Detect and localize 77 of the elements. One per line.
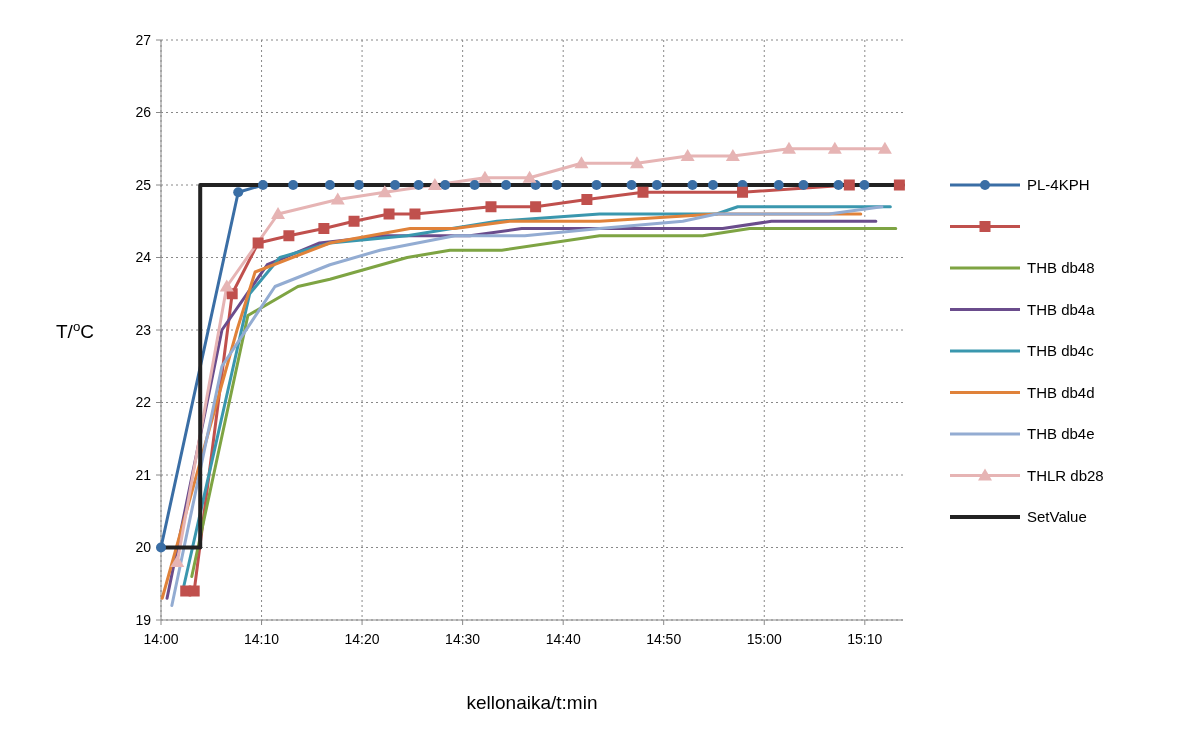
point	[469, 180, 480, 190]
point	[257, 180, 268, 190]
point	[283, 230, 295, 242]
point	[252, 237, 264, 249]
point	[170, 555, 185, 567]
legend-label: THB db4a	[1027, 300, 1096, 318]
point	[188, 585, 200, 597]
point	[687, 180, 698, 190]
point	[288, 180, 299, 190]
x-tick-label: 14:50	[646, 631, 682, 647]
y-tick-label: 25	[135, 176, 152, 193]
legend-label: PL-4KPH	[1027, 176, 1090, 194]
point	[707, 180, 718, 190]
point	[551, 180, 562, 190]
y-tick-label: 22	[135, 394, 152, 411]
point	[725, 149, 740, 161]
point	[409, 208, 421, 220]
point	[383, 208, 395, 220]
y-tick-label: 19	[135, 611, 152, 628]
x-tick-label: 14:30	[445, 631, 481, 647]
point	[680, 149, 695, 161]
point	[427, 178, 442, 190]
x-axis-title: kellonaika/t:min	[466, 692, 598, 713]
y-tick-label: 23	[135, 321, 152, 338]
x-tick-label: 14:10	[244, 631, 280, 647]
x-tick-label: 14:00	[143, 631, 179, 647]
point	[413, 180, 424, 190]
point	[591, 180, 602, 190]
y-tick-label: 26	[135, 104, 152, 121]
y-tick-label: 24	[135, 249, 152, 266]
y-tick-label: 20	[135, 539, 152, 556]
point	[324, 180, 335, 190]
legend-label: THB db48	[1027, 259, 1095, 277]
y-tick-label: 27	[135, 31, 152, 48]
point	[233, 187, 244, 198]
point	[843, 179, 855, 191]
point	[330, 192, 345, 205]
point	[893, 179, 905, 191]
point	[440, 180, 451, 190]
point	[574, 156, 589, 169]
legend-label: SetValue	[1027, 508, 1087, 526]
point	[637, 186, 649, 198]
x-tick-label: 15:10	[847, 631, 883, 647]
y-axis-title: T/$^{o}$C	[55, 318, 95, 342]
point	[156, 542, 166, 553]
y-tick-label: 21	[135, 466, 152, 483]
x-tick-label: 15:00	[746, 631, 782, 647]
point	[353, 180, 364, 190]
point	[219, 279, 234, 292]
point	[651, 180, 662, 190]
point	[737, 186, 749, 198]
legend-label: THB db4d	[1027, 383, 1095, 401]
point	[501, 180, 512, 190]
point	[485, 201, 497, 213]
x-tick-label: 14:40	[545, 631, 581, 647]
point	[833, 180, 844, 190]
point	[781, 141, 796, 154]
point	[348, 215, 360, 227]
point	[859, 180, 870, 190]
point	[773, 180, 784, 190]
x-tick-label: 14:20	[344, 631, 380, 647]
point	[626, 180, 637, 190]
point	[877, 141, 892, 154]
legend-label: THB db4e	[1027, 425, 1095, 443]
point	[629, 156, 644, 169]
point	[271, 207, 286, 219]
point	[522, 170, 537, 183]
point	[798, 180, 809, 190]
point	[827, 141, 842, 154]
legend-label: THLR db28	[1027, 466, 1104, 484]
point	[377, 185, 392, 198]
point	[477, 170, 492, 183]
point	[318, 223, 330, 234]
legend-label: THB db4c	[1027, 342, 1095, 360]
point	[581, 194, 593, 205]
point	[390, 180, 401, 190]
point	[530, 201, 542, 213]
